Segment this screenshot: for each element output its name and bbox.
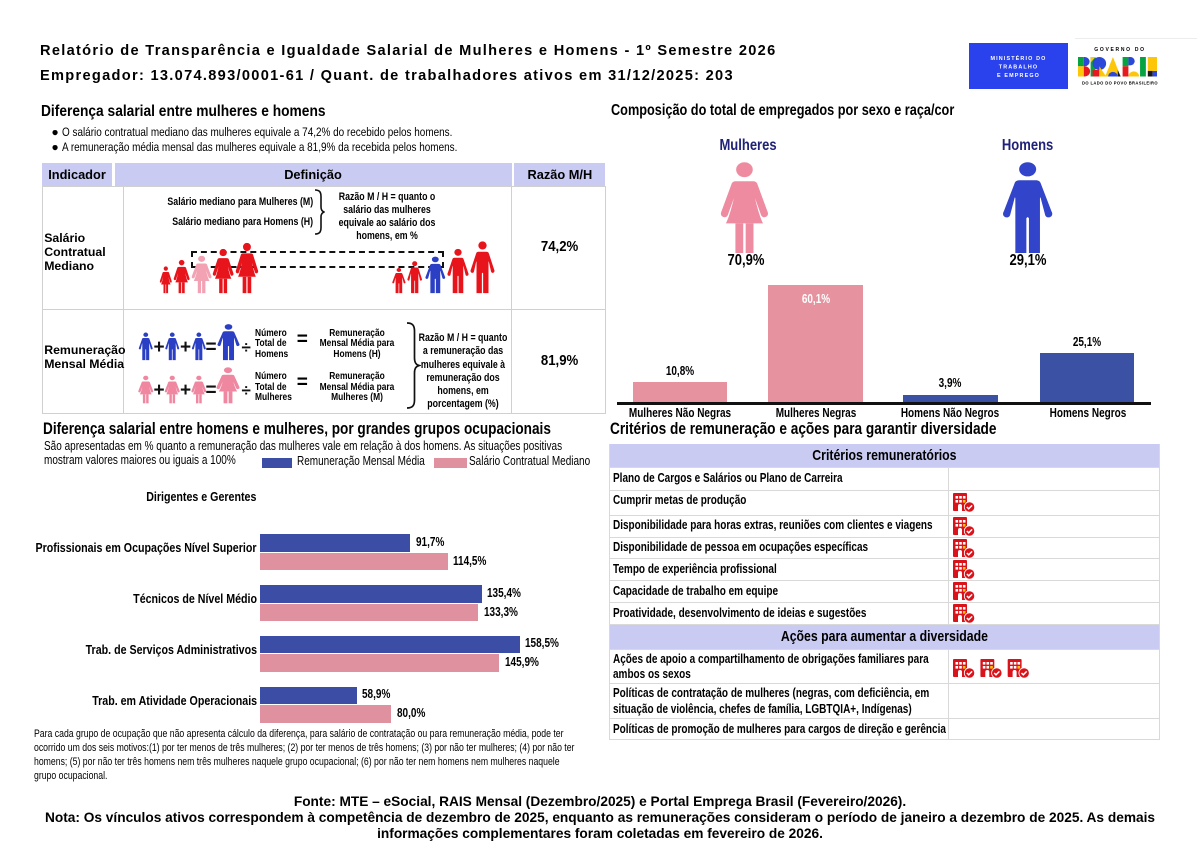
svg-text:=: = bbox=[206, 380, 217, 401]
svg-text:+: + bbox=[180, 337, 191, 358]
svg-text:÷: ÷ bbox=[242, 338, 251, 357]
svg-text:+: + bbox=[180, 380, 191, 401]
svg-text:+: + bbox=[154, 380, 165, 401]
svg-text:=: = bbox=[206, 337, 217, 358]
svg-text:+: + bbox=[154, 337, 165, 358]
svg-text:÷: ÷ bbox=[242, 381, 251, 400]
